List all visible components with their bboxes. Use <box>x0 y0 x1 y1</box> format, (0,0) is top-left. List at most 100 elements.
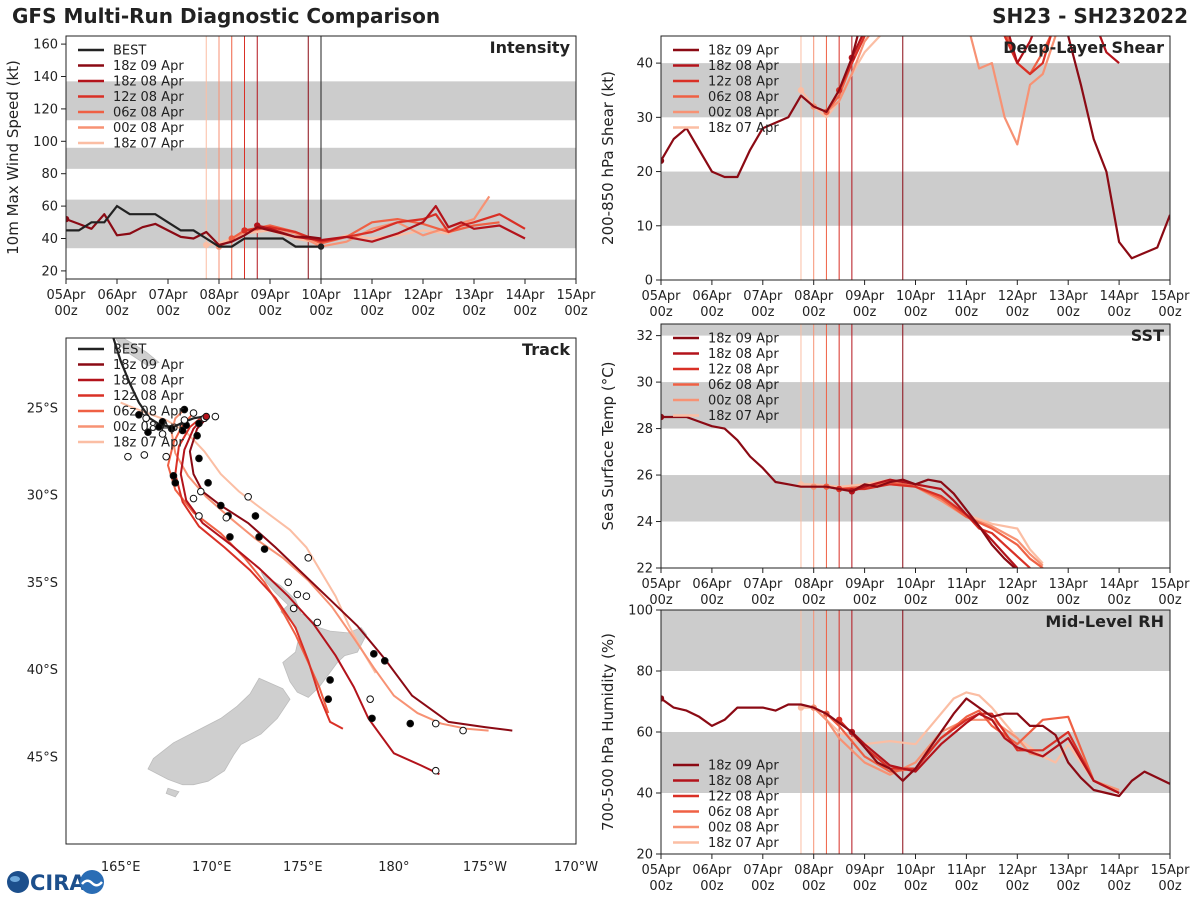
x-tick-label-date: 10Apr <box>896 577 936 592</box>
x-tick-label-hour: 00z <box>751 593 775 608</box>
series-init-point <box>797 87 805 94</box>
x-tick-label-date: 06Apr <box>97 288 137 303</box>
track-position-marker <box>326 676 334 684</box>
series-line-3 <box>825 709 1120 794</box>
x-tick-label-date: 14Apr <box>1100 289 1140 304</box>
legend-entry-best: BEST <box>113 44 146 59</box>
lon-label: 175°W <box>463 860 507 875</box>
track-position-marker <box>144 428 152 437</box>
series-line-2 <box>838 36 1052 91</box>
x-tick-label-date: 12Apr <box>998 289 1038 304</box>
y-tick-label: 80 <box>41 167 58 182</box>
globe-highlight-icon <box>10 876 20 882</box>
x-tick-label-hour: 00z <box>802 593 826 608</box>
series-line-0 <box>661 697 1170 798</box>
legend-entry-run: 18z 08 Apr <box>708 59 779 74</box>
track-line-4 <box>170 408 489 732</box>
x-tick-label-hour: 00z <box>955 593 979 608</box>
track-position-marker <box>158 417 167 426</box>
y-tick-label: 20 <box>636 165 653 180</box>
y-tick-label: 100 <box>628 604 653 619</box>
legend-entry-run: 18z 08 Apr <box>708 347 779 362</box>
track-position-marker <box>260 545 269 553</box>
x-tick-label-hour: 00z <box>105 304 129 319</box>
legend-entry-run: 00z 08 Apr <box>708 394 779 409</box>
series-init-point <box>241 227 248 234</box>
land-new-caledonia <box>114 338 160 367</box>
x-tick-label-hour: 00z <box>411 304 435 319</box>
legend-entry-run: 06z 08 Apr <box>708 805 779 820</box>
threshold-band <box>661 171 1170 226</box>
x-tick-label-date: 08Apr <box>794 863 834 878</box>
x-tick-label-date: 10Apr <box>896 289 936 304</box>
threshold-band <box>661 324 1170 336</box>
y-tick-label: 30 <box>636 376 653 391</box>
series-line-1 <box>851 712 1120 794</box>
y-tick-label: 40 <box>636 57 653 72</box>
x-tick-label-hour: 00z <box>751 879 775 894</box>
x-tick-label-date: 08Apr <box>794 577 834 592</box>
x-tick-label-hour: 00z <box>955 879 979 894</box>
track-position-marker <box>370 650 378 658</box>
track-position-marker <box>178 426 187 435</box>
lat-label: 40°S <box>27 663 58 678</box>
y-tick-label: 10 <box>636 219 653 234</box>
legend-entry-run: 12z 08 Apr <box>708 790 779 805</box>
series-line-1 <box>851 478 1019 568</box>
y-tick-label: 26 <box>636 469 653 484</box>
x-tick-label-hour: 00z <box>1107 305 1131 320</box>
track-position-marker <box>255 533 263 541</box>
x-tick-label-date: 11Apr <box>947 289 987 304</box>
y-tick-label: 0 <box>645 274 653 289</box>
x-tick-label-hour: 00z <box>1057 593 1081 608</box>
track-position-marker <box>162 452 170 461</box>
lon-label: 170°W <box>554 860 598 875</box>
track-position-marker <box>211 412 220 421</box>
x-tick-label-date: 15Apr <box>556 288 596 303</box>
track-position-marker <box>324 695 333 703</box>
track-position-marker <box>304 554 313 562</box>
globe-icon <box>7 871 29 893</box>
threshold-band <box>661 382 1170 429</box>
track-position-marker <box>195 419 203 428</box>
legend-entry-run: 18z 09 Apr <box>708 332 779 347</box>
x-tick-label-hour: 00z <box>309 304 333 319</box>
y-tick-label: 32 <box>636 329 653 344</box>
x-tick-label-hour: 00z <box>904 305 928 320</box>
logo-text: CIRA <box>30 871 86 895</box>
x-tick-label-hour: 00z <box>207 304 231 319</box>
x-tick-label-date: 06Apr <box>692 577 732 592</box>
x-tick-label-date: 11Apr <box>947 577 987 592</box>
threshold-band <box>661 475 1170 522</box>
y-tick-label: 140 <box>33 70 58 85</box>
track-position-marker <box>142 414 150 423</box>
land-stewart-island <box>165 787 180 798</box>
series-line-0 <box>661 36 1170 260</box>
y-tick-label: 24 <box>636 515 653 530</box>
x-tick-label-date: 12Apr <box>998 863 1038 878</box>
track-position-marker <box>124 452 132 461</box>
track-position-marker <box>289 604 298 613</box>
plot-area <box>661 324 1170 568</box>
track-position-marker <box>169 472 178 480</box>
series-init-point <box>203 241 210 249</box>
x-tick-label-hour: 00z <box>700 879 724 894</box>
x-tick-label-hour: 00z <box>649 879 673 894</box>
series-line-2 <box>244 213 526 243</box>
lon-label: 170°E <box>192 860 232 875</box>
track-position-marker <box>167 424 176 433</box>
x-tick-label-date: 12Apr <box>403 288 443 303</box>
track-position-marker <box>244 492 252 501</box>
x-tick-label-hour: 00z <box>360 304 384 319</box>
track-position-marker <box>251 512 260 520</box>
track-position-marker <box>431 766 440 775</box>
track-position-marker <box>135 410 143 419</box>
x-tick-label-hour: 00z <box>853 593 877 608</box>
x-tick-label-date: 13Apr <box>454 288 494 303</box>
track-position-marker <box>459 726 467 735</box>
x-tick-label-hour: 00z <box>802 879 826 894</box>
best-track-line <box>112 338 205 429</box>
threshold-band <box>661 63 1170 118</box>
track-position-marker <box>189 409 198 417</box>
